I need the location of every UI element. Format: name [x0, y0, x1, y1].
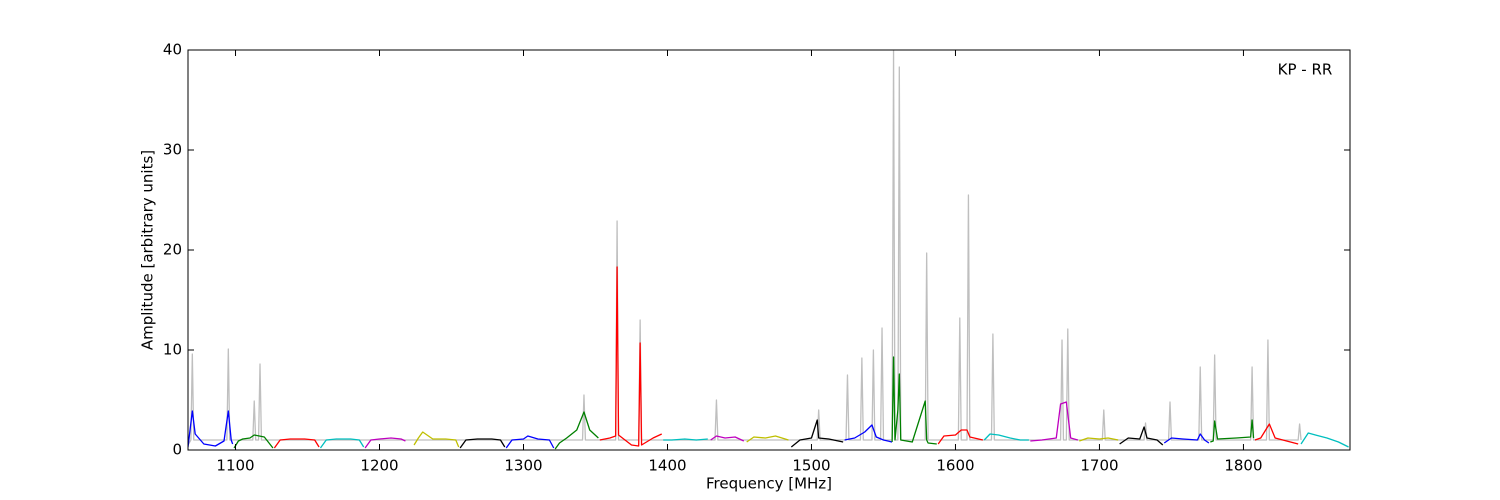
spectrum-line	[599, 266, 663, 447]
spectrum-line	[459, 438, 506, 449]
spectrum-line	[937, 429, 983, 445]
spectrum-line	[1300, 432, 1349, 448]
y-tick-label: 20	[163, 241, 182, 259]
spectrum-line	[364, 437, 406, 449]
y-tick-label: 40	[163, 41, 182, 59]
spectrum-line	[188, 50, 1302, 446]
plot-area	[188, 50, 1349, 450]
x-tick-label: 1700	[1080, 457, 1118, 475]
spectrum-line	[233, 434, 274, 449]
y-tick-label: 30	[163, 141, 182, 159]
spectrum-line	[1119, 426, 1164, 446]
x-tick-label: 1500	[792, 457, 830, 475]
spectrum-line	[554, 411, 599, 450]
x-tick-label: 1800	[1224, 457, 1262, 475]
spectrum-line	[983, 433, 1029, 441]
y-tick-label: 10	[163, 341, 182, 359]
spectrum-line	[1210, 419, 1255, 443]
spectrum-line	[746, 435, 789, 443]
x-tick-label: 1300	[504, 457, 542, 475]
x-tick-label: 1200	[360, 457, 398, 475]
spectrum-line	[273, 438, 320, 449]
spectrum-line	[505, 435, 555, 449]
x-tick-label: 1400	[648, 457, 686, 475]
spectrum-line	[663, 438, 708, 441]
x-axis-label: Frequency [MHz]	[706, 475, 832, 493]
spectrum-line	[844, 424, 893, 443]
spectrum-line	[319, 438, 365, 449]
annotation: KP - RR	[1278, 61, 1333, 79]
spectrum-line	[1163, 433, 1210, 444]
spectrum-line	[188, 410, 234, 448]
spectrum-line	[790, 419, 844, 448]
spectrum-line	[710, 435, 745, 442]
spectrum-line	[1254, 423, 1299, 445]
y-tick-label: 0	[172, 441, 182, 459]
spectrum-line	[1030, 401, 1079, 442]
x-tick-label: 1100	[216, 457, 254, 475]
plot-frame	[187, 49, 1351, 451]
spectrum-line	[1079, 437, 1119, 442]
y-axis-label: Amplitude [arbitrary units]	[139, 150, 157, 350]
x-tick-label: 1600	[936, 457, 974, 475]
spectrum-line	[413, 431, 460, 448]
spectrum-line	[891, 356, 937, 445]
